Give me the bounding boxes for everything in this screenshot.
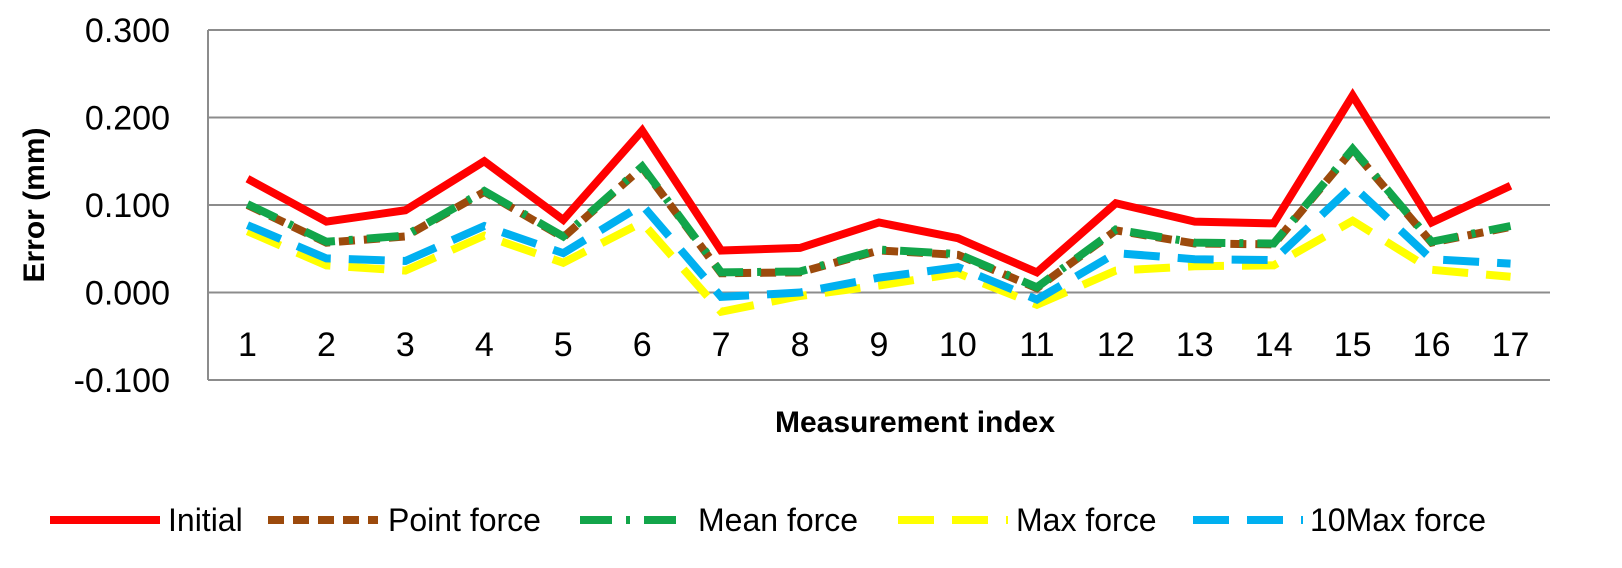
legend-label: Max force [1016,502,1156,538]
x-tick-label: 10 [939,326,977,364]
y-tick-labels: 0.300 0.200 0.100 0.000 -0.100 [74,12,170,400]
y-tick-label: 0.000 [85,275,170,313]
x-tick-label: 3 [396,326,415,364]
x-tick-label: 4 [475,326,494,364]
x-tick-label: 11 [1019,326,1054,364]
y-tick-label: 0.200 [85,100,170,138]
grid-lines [207,29,1550,381]
x-tick-label: 12 [1097,326,1135,364]
legend-label: Initial [168,502,243,538]
legend: Initial Point force Mean force Max force 10M… [50,502,1486,538]
x-tick-label: 17 [1492,326,1530,364]
y-tick-label: 0.100 [85,187,170,225]
y-axis-title: Error (mm) [18,127,51,282]
legend-label: Mean force [698,502,858,538]
series-line-10max-force [245,180,1511,304]
x-tick-label: 15 [1334,326,1372,364]
x-tick-label: 1 [238,326,257,364]
series-line-point-force [245,143,1512,293]
legend-label: 10Max force [1310,502,1486,538]
x-tick-label: 13 [1176,326,1214,364]
x-tick-label: 2 [317,326,336,364]
x-tick-label: 8 [791,326,810,364]
x-tick-label: 7 [712,326,731,364]
x-tick-label: 5 [554,326,573,364]
y-tick-label: -0.100 [74,362,170,400]
series-line-initial [245,88,1513,278]
x-tick-label: 9 [870,326,889,364]
x-axis-title: Measurement index [775,406,1055,439]
series-line-mean-force [245,142,1512,292]
x-tick-labels: 1 2 3 4 5 6 7 8 9 10 11 12 13 14 15 16 17 [238,326,1529,364]
series-line-max-force [245,216,1511,317]
y-tick-label: 0.300 [85,12,170,50]
x-tick-label: 14 [1255,326,1293,364]
legend-label: Point force [388,502,541,538]
series-lines [245,88,1513,317]
x-tick-label: 6 [633,326,652,364]
x-tick-label: 16 [1413,326,1451,364]
